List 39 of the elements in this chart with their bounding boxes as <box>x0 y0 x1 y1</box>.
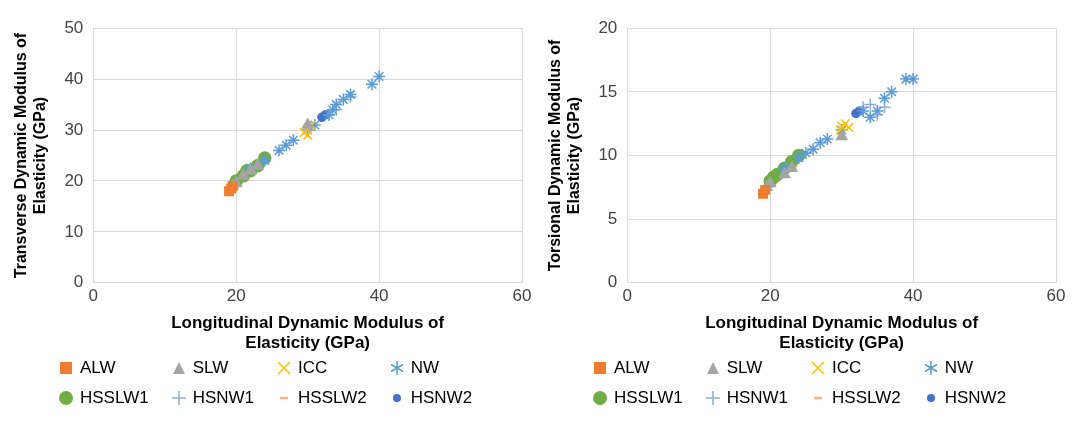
y-tick-label: 15 <box>598 81 618 101</box>
legend-label: SLW <box>192 358 229 378</box>
y-tick-label: 30 <box>64 119 84 139</box>
legend-label: ALW <box>80 358 116 378</box>
x-tick-label: 60 <box>512 285 532 305</box>
legend-label: NW <box>410 358 440 378</box>
y-tick-label: 0 <box>73 272 84 292</box>
y-tick-label: 10 <box>64 221 84 241</box>
legend-label: SLW <box>726 358 763 378</box>
y-tick-label: 0 <box>607 272 618 292</box>
x-tick-label: 60 <box>1046 285 1066 305</box>
legend-label: HSNW1 <box>192 388 255 408</box>
x-tick-label: 20 <box>760 285 780 305</box>
legend-label: NW <box>944 358 974 378</box>
x-tick-label: 40 <box>903 285 923 305</box>
legend-label: ICC <box>298 358 328 378</box>
legend-label: HSSLW1 <box>80 388 149 408</box>
legend-label: HSSLW2 <box>832 388 901 408</box>
legend-label: ALW <box>614 358 650 378</box>
y-axis-title: Transverse Dynamic Modulus of Elasticity (GPa) <box>12 32 49 279</box>
x-tick-label: 0 <box>88 285 99 305</box>
legend-label: HSNW2 <box>944 388 1007 408</box>
x-tick-label: 40 <box>369 285 389 305</box>
legend-label: HSNW1 <box>726 388 789 408</box>
x-axis-title: Longitudinal Dynamic Modulus of Elasticity (GPa) <box>705 313 979 353</box>
y-tick-label: 5 <box>607 208 618 228</box>
x-tick-label: 20 <box>226 285 246 305</box>
y-tick-label: 10 <box>598 145 618 165</box>
y-tick-label: 50 <box>64 17 84 37</box>
legend-label: HSSLW1 <box>614 388 683 408</box>
y-axis-title: Torsional Dynamic Modulus of Elasticity (GPa) <box>546 38 583 272</box>
legend-label: ICC <box>832 358 862 378</box>
x-axis-title: Longitudinal Dynamic Modulus of Elasticity (GPa) <box>171 313 445 353</box>
legend-label: HSSLW2 <box>298 388 367 408</box>
y-tick-label: 20 <box>598 17 618 37</box>
x-tick-label: 0 <box>622 285 633 305</box>
y-tick-label: 40 <box>64 68 84 88</box>
y-tick-label: 20 <box>64 170 84 190</box>
legend-label: HSNW2 <box>410 388 473 408</box>
